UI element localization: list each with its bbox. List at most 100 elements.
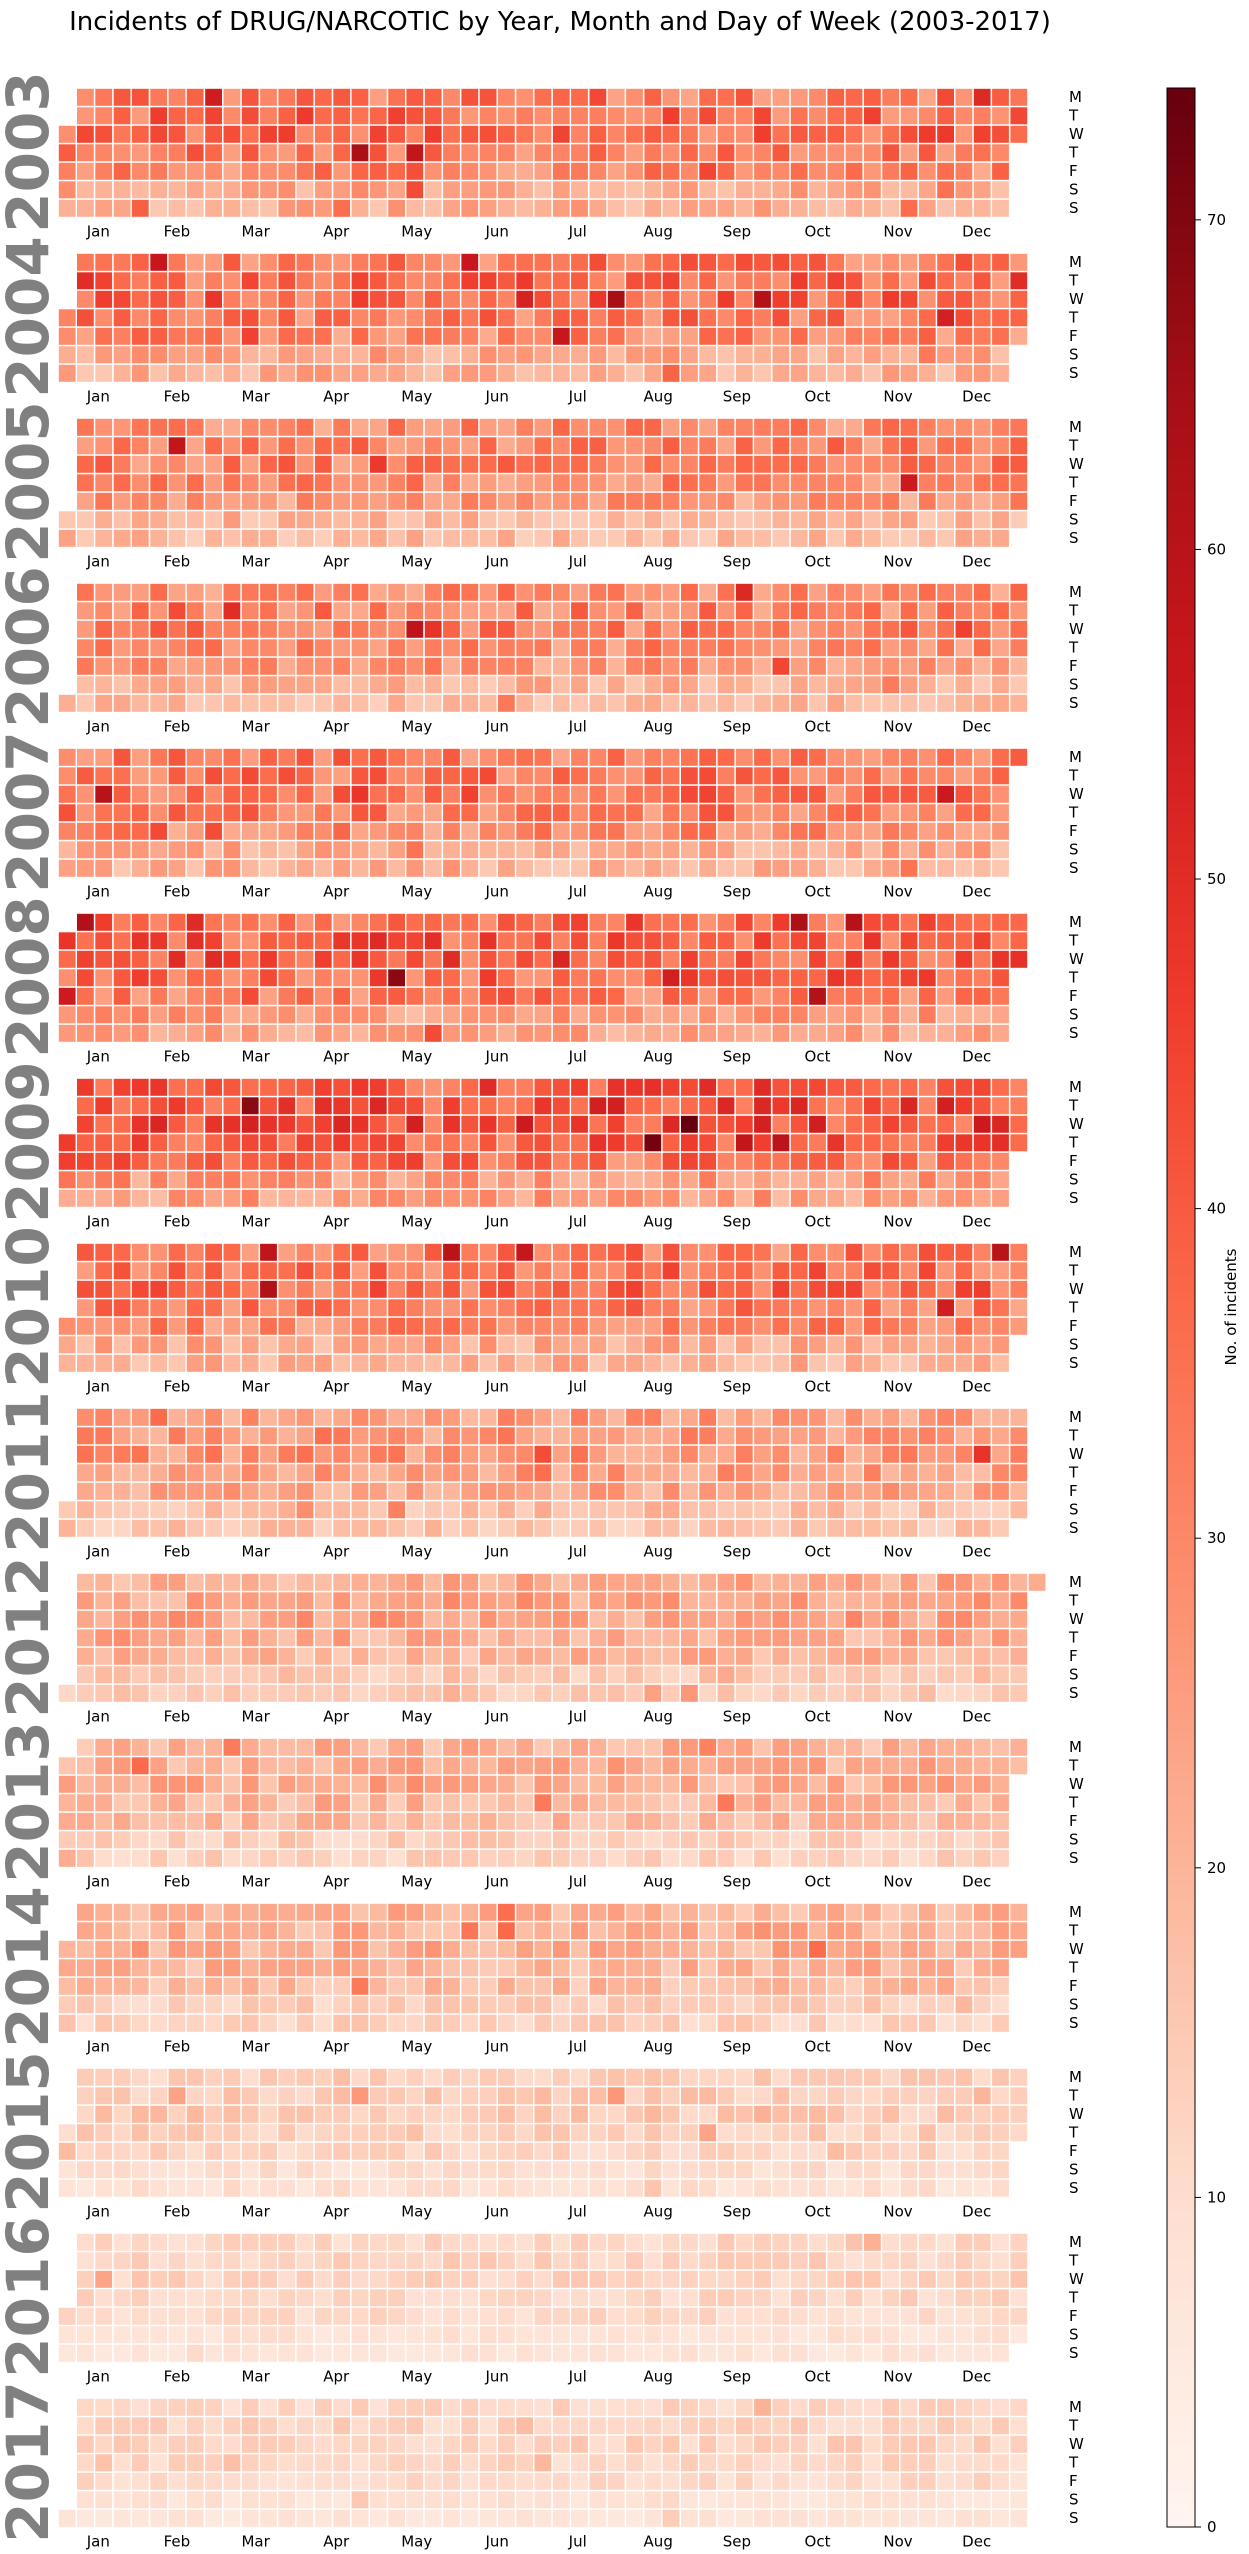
- day-cell: [772, 583, 790, 601]
- day-cell: [699, 309, 717, 327]
- day-of-week-label: F: [1069, 492, 1078, 510]
- day-cell: [607, 1427, 625, 1445]
- day-cell: [333, 2068, 351, 2086]
- day-cell: [681, 2124, 698, 2142]
- day-cell: [571, 2124, 588, 2142]
- day-cell: [150, 694, 168, 712]
- day-cell: [369, 1812, 387, 1830]
- day-cell: [955, 1738, 973, 1756]
- day-cell: [406, 2179, 424, 2197]
- day-cell: [864, 1903, 881, 1921]
- day-cell: [992, 1482, 1009, 1500]
- day-cell: [205, 346, 222, 364]
- day-cell: [754, 107, 771, 125]
- day-cell: [864, 2179, 881, 2197]
- day-cell: [589, 1171, 607, 1189]
- day-cell: [388, 1592, 405, 1610]
- day-cell: [845, 859, 863, 877]
- day-cell: [296, 657, 314, 675]
- day-cell: [205, 1977, 222, 1995]
- day-cell: [809, 1903, 826, 1921]
- month-label: Feb: [164, 883, 191, 901]
- day-cell: [369, 1024, 387, 1042]
- day-cell: [754, 1097, 771, 1115]
- day-cell: [571, 1831, 588, 1849]
- day-cell: [516, 88, 534, 106]
- day-of-week-label: S: [1069, 1024, 1079, 1042]
- day-cell: [992, 1317, 1009, 1335]
- day-cell: [534, 2087, 552, 2105]
- day-cell: [461, 694, 479, 712]
- day-cell: [260, 950, 277, 968]
- day-cell: [992, 1097, 1009, 1115]
- day-cell: [278, 804, 296, 822]
- day-cell: [516, 2142, 534, 2160]
- day-cell: [882, 1134, 900, 1152]
- day-cell: [644, 1408, 662, 1426]
- day-cell: [479, 2105, 497, 2123]
- day-cell: [95, 1152, 113, 1170]
- day-cell: [186, 913, 204, 931]
- month-label: Jun: [484, 883, 508, 901]
- day-cell: [479, 1078, 497, 1096]
- day-cell: [296, 859, 314, 877]
- day-cell: [973, 2124, 991, 2142]
- day-cell: [644, 1445, 662, 1463]
- day-cell: [443, 1280, 460, 1298]
- day-cell: [424, 1482, 442, 1500]
- day-cell: [644, 1940, 662, 1958]
- day-cell: [754, 785, 771, 803]
- day-cell: [918, 1097, 936, 1115]
- day-cell: [369, 272, 387, 290]
- day-cell: [406, 841, 424, 859]
- day-cell: [699, 327, 717, 345]
- day-cell: [241, 1831, 259, 1849]
- day-cell: [754, 1977, 771, 1995]
- day-cell: [113, 88, 131, 106]
- day-cell: [424, 1592, 442, 1610]
- day-cell: [278, 1134, 296, 1152]
- day-cell: [388, 1097, 405, 1115]
- day-cell: [973, 859, 991, 877]
- month-label: Oct: [805, 1708, 831, 1726]
- day-cell: [186, 1794, 204, 1812]
- day-cell: [351, 1629, 369, 1647]
- month-label: Feb: [164, 1213, 191, 1231]
- day-cell: [498, 620, 515, 638]
- day-cell: [95, 1922, 113, 1940]
- day-cell: [95, 1336, 113, 1354]
- day-cell: [479, 1610, 497, 1628]
- day-of-week-label: S: [1069, 2014, 1079, 2032]
- day-cell: [461, 1097, 479, 1115]
- day-cell: [955, 1171, 973, 1189]
- day-cell: [186, 1610, 204, 1628]
- day-cell: [589, 1006, 607, 1024]
- day-cell: [77, 1592, 94, 1610]
- day-cell: [314, 1977, 332, 1995]
- day-cell: [681, 1336, 698, 1354]
- day-cell: [186, 841, 204, 859]
- day-cell: [772, 1354, 790, 1372]
- day-cell: [186, 1959, 204, 1977]
- day-cell: [333, 144, 351, 162]
- day-cell: [77, 290, 94, 308]
- day-cell: [461, 1996, 479, 2014]
- day-cell: [186, 364, 204, 382]
- day-cell: [571, 1647, 588, 1665]
- day-cell: [589, 785, 607, 803]
- day-cell: [296, 620, 314, 638]
- day-cell: [77, 767, 94, 785]
- day-of-week-label: W: [1069, 125, 1084, 143]
- day-cell: [772, 657, 790, 675]
- day-cell: [479, 162, 497, 180]
- day-cell: [662, 437, 680, 455]
- day-cell: [552, 2161, 570, 2179]
- day-cell: [388, 822, 405, 840]
- day-cell: [186, 437, 204, 455]
- day-cell: [955, 657, 973, 675]
- day-cell: [314, 437, 332, 455]
- day-cell: [150, 2087, 168, 2105]
- day-cell: [845, 418, 863, 436]
- day-cell: [827, 767, 845, 785]
- day-cell: [369, 1354, 387, 1372]
